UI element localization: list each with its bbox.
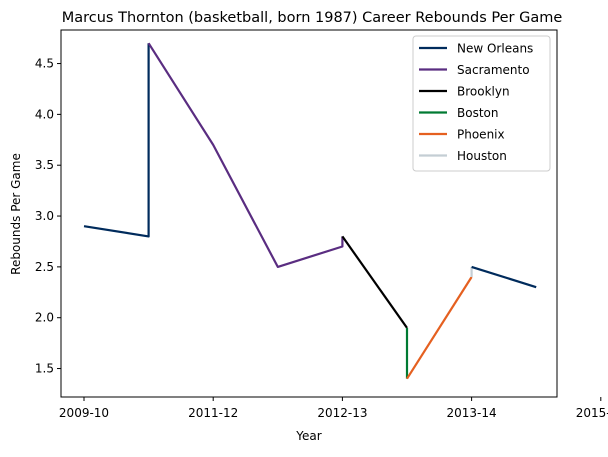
- y-tick-label: 2.5: [35, 260, 54, 274]
- y-axis-label: Rebounds Per Game: [9, 153, 23, 275]
- legend-label: Houston: [457, 149, 507, 163]
- legend-label: Phoenix: [457, 128, 505, 142]
- legend: New Orleans Sacramento Brooklyn Boston Phoen…: [412, 35, 551, 172]
- x-tick-label: 2011-12: [188, 406, 238, 420]
- y-tick-label: 1.5: [35, 362, 54, 376]
- series-line-phoenix: [406, 276, 473, 380]
- chart-title: Marcus Thornton (basketball, born 1987) …: [62, 10, 563, 26]
- y-tick-label: 4.5: [35, 57, 54, 71]
- y-tick-label: 3.5: [35, 158, 54, 172]
- series-lines: [83, 42, 537, 380]
- axis-ticks: 2009-10 2011-12 2012-13 2013-14 2015-16 1.5 2.…: [35, 57, 608, 420]
- series-line-new-orleans: [471, 265, 537, 289]
- legend-label: New Orleans: [457, 42, 533, 56]
- y-tick-label: 3.0: [35, 209, 54, 223]
- x-tick-label: 2013-14: [447, 406, 497, 420]
- x-axis-label: Year: [295, 429, 321, 443]
- legend-label: Sacramento: [457, 63, 530, 77]
- plot-frame: [60, 29, 558, 398]
- legend-label: Boston: [457, 106, 498, 120]
- series-line-sacramento: [147, 42, 344, 268]
- y-tick-label: 2.0: [35, 311, 54, 325]
- x-tick-label: 2015-16: [576, 406, 608, 420]
- legend-label: Brooklyn: [457, 85, 510, 99]
- y-tick-label: 4.0: [35, 107, 54, 121]
- legend-box: [412, 35, 551, 172]
- series-line-new-orleans: [83, 43, 150, 238]
- series-line-brooklyn: [341, 235, 408, 329]
- x-tick-label: 2012-13: [317, 406, 367, 420]
- x-tick-label: 2009-10: [59, 406, 109, 420]
